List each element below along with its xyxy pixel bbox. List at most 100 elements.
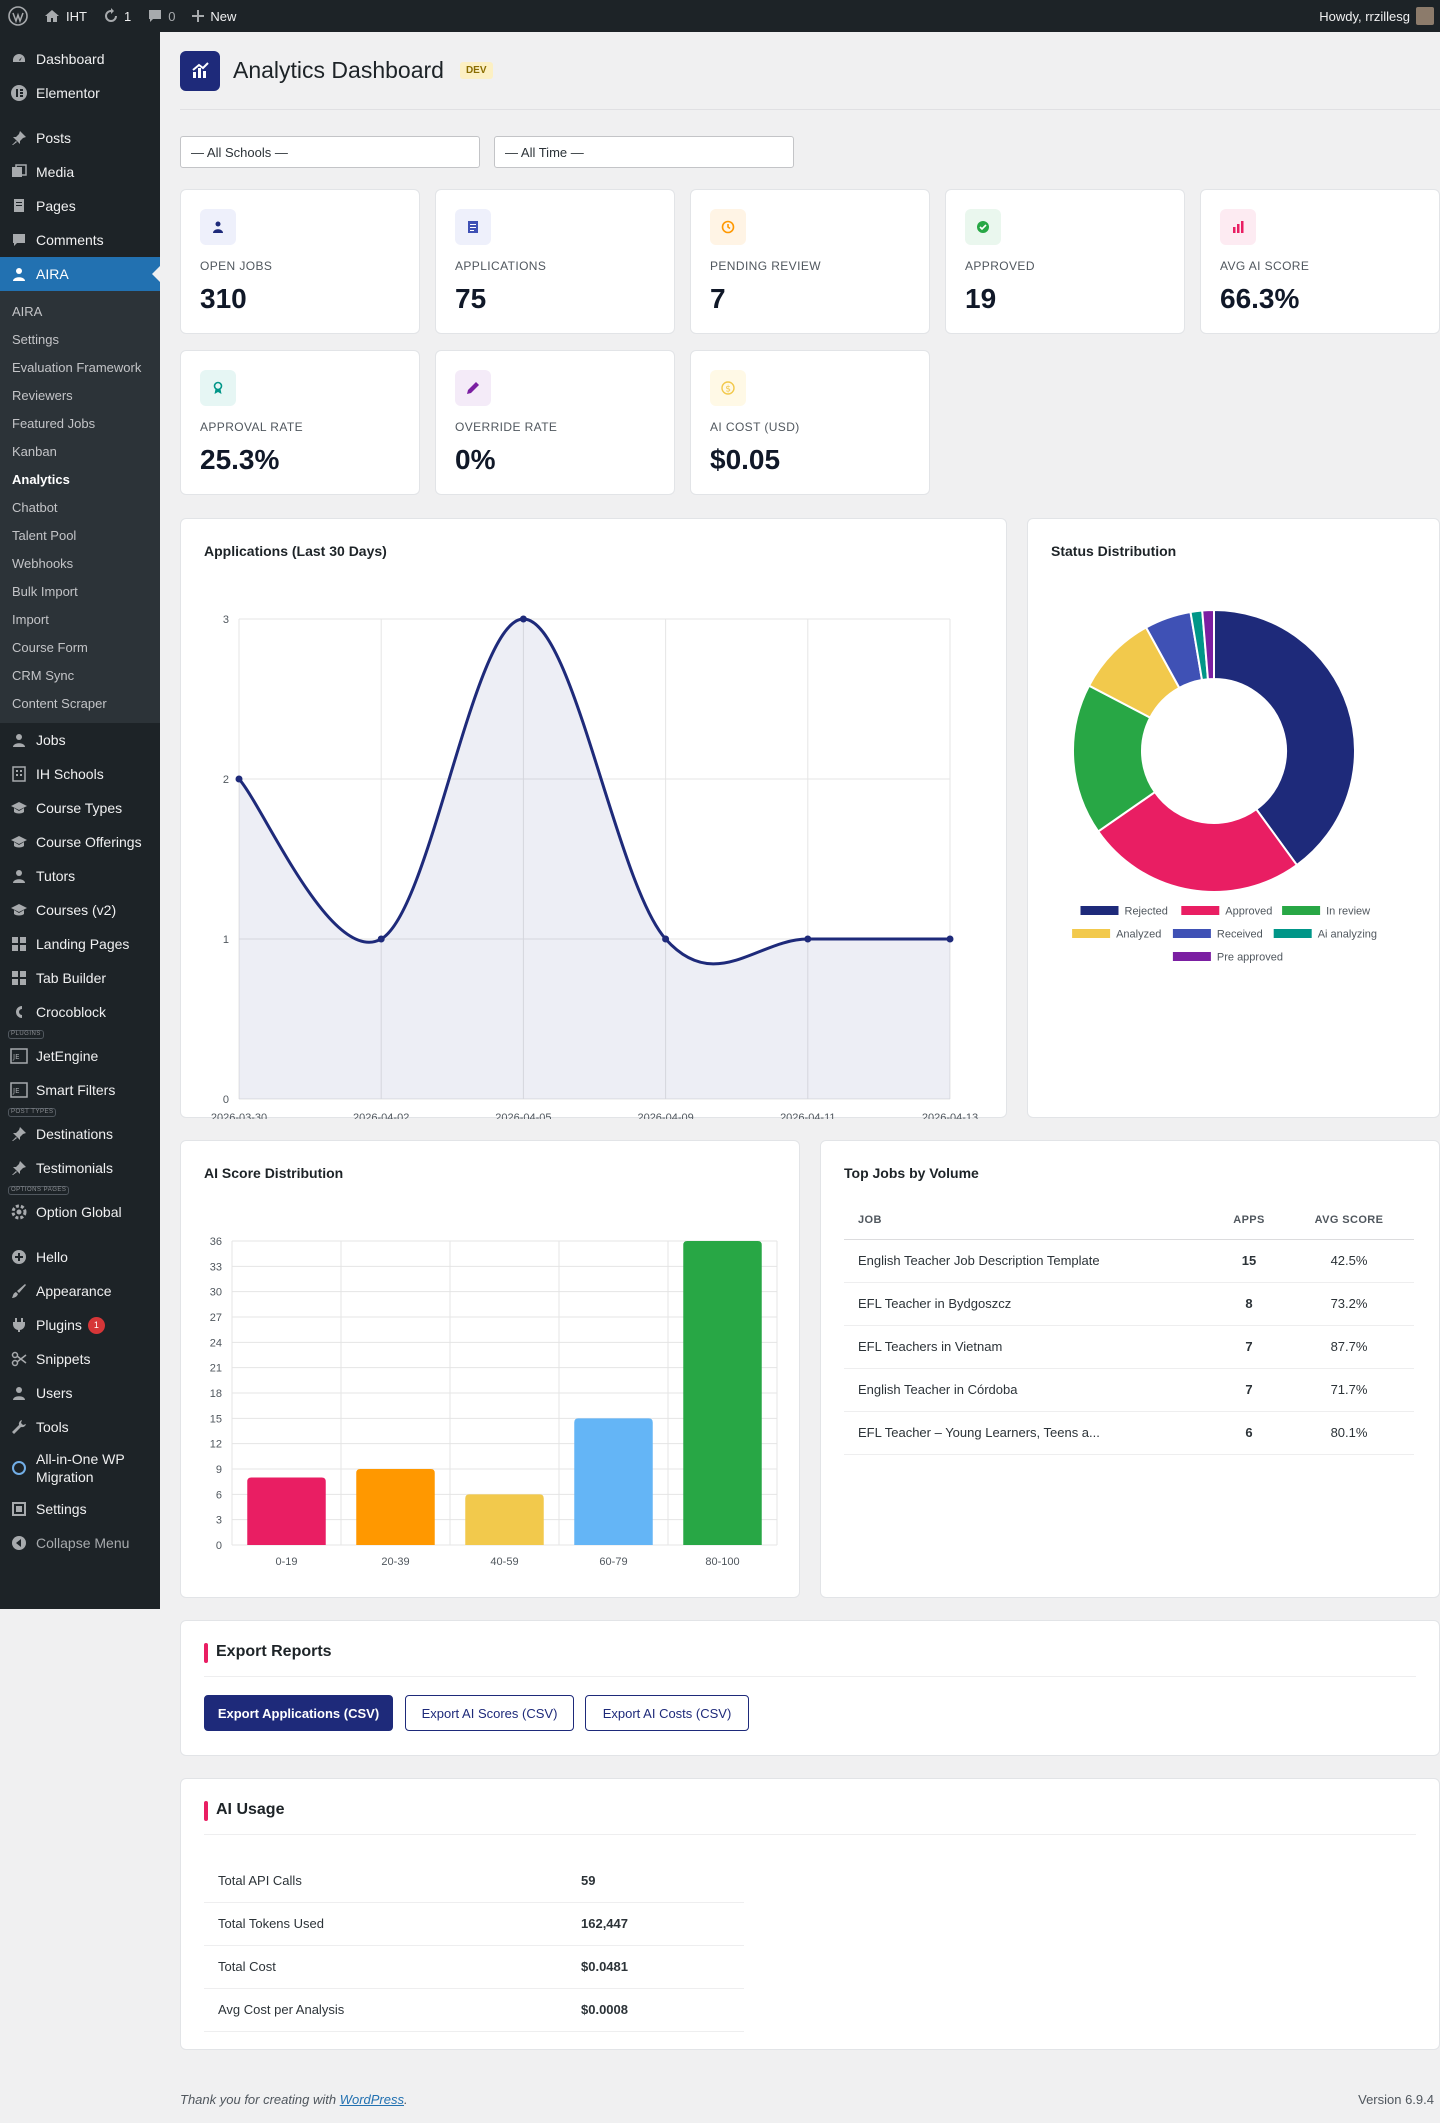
sidebar-item-tools[interactable]: Tools: [0, 1410, 160, 1444]
table-row: Avg Cost per Analysis $0.0008: [204, 1988, 744, 2032]
sidebar-item-comments[interactable]: Comments: [0, 223, 160, 257]
updates-link[interactable]: 1: [95, 0, 139, 32]
export-ai-costs-button[interactable]: Export AI Costs (CSV): [585, 1695, 749, 1731]
jet-icon: JE: [9, 1080, 29, 1100]
submenu-item-analytics[interactable]: Analytics: [12, 471, 70, 487]
sidebar-item-crocoblock[interactable]: Crocoblock: [0, 995, 160, 1029]
sidebar-item-jobs[interactable]: Jobs: [0, 723, 160, 757]
comment-icon: [9, 230, 29, 250]
submenu-item-kanban[interactable]: Kanban: [12, 443, 57, 459]
sidebar-item-courses-v2[interactable]: Courses (v2): [0, 893, 160, 927]
sidebar-item-hello[interactable]: Hello: [0, 1240, 160, 1274]
sidebar-item-label: Users: [36, 1385, 73, 1401]
collapse-icon: [9, 1533, 29, 1553]
y-tick-label: 18: [210, 1388, 222, 1400]
export-applications-button[interactable]: Export Applications (CSV): [204, 1695, 393, 1731]
score-chart-title: AI Score Distribution: [204, 1165, 344, 1181]
new-content-link[interactable]: New: [183, 0, 244, 32]
submenu-item-reviewers[interactable]: Reviewers: [12, 387, 73, 403]
sidebar-item-destinations[interactable]: Destinations: [0, 1117, 160, 1151]
sidebar-item-snippets[interactable]: Snippets: [0, 1342, 160, 1376]
admin-bar: IHT 1 0 New Howdy, rrzillesg: [0, 0, 1440, 32]
sidebar-item-testimonials[interactable]: Testimonials: [0, 1151, 160, 1185]
sidebar-item-label: AIRA: [36, 266, 69, 282]
sidebar-item-appearance[interactable]: Appearance: [0, 1274, 160, 1308]
job-apps: 15: [1214, 1239, 1284, 1283]
x-tick-label: 2026-04-09: [637, 1112, 693, 1119]
sidebar-item-migration[interactable]: All-in-One WP Migration: [0, 1444, 160, 1492]
stat-label: PENDING REVIEW: [710, 259, 821, 273]
sidebar-item-label: Crocoblock: [36, 1004, 107, 1020]
graduation-icon: [9, 798, 29, 818]
school-filter-select[interactable]: — All Schools —: [180, 136, 480, 168]
data-point: [377, 935, 385, 943]
usage-label: Total API Calls: [204, 1859, 581, 1903]
plugins-update-badge: 1: [87, 1316, 105, 1334]
time-filter-select[interactable]: — All Time —: [494, 136, 794, 168]
plus-icon: [192, 10, 205, 22]
collapse-menu-button[interactable]: Collapse Menu: [0, 1526, 160, 1560]
sidebar-item-course-offerings[interactable]: Course Offerings: [0, 825, 160, 859]
dollar-icon: $: [710, 370, 746, 406]
clock-icon: [710, 209, 746, 245]
submenu-item-content-scraper[interactable]: Content Scraper: [12, 695, 107, 711]
legend-swatch: [1072, 929, 1111, 938]
sidebar-item-aira[interactable]: AIRA: [0, 257, 160, 291]
submenu-item-featured-jobs[interactable]: Featured Jobs: [12, 415, 96, 431]
env-badge: DEV: [459, 62, 493, 79]
sidebar-item-posts[interactable]: Posts: [0, 121, 160, 155]
legend-swatch: [1273, 929, 1312, 938]
comments-link[interactable]: 0: [139, 0, 183, 32]
elementor-icon: [9, 83, 29, 103]
y-tick-label: 33: [210, 1261, 222, 1273]
award-icon: [200, 370, 236, 406]
x-tick-label: 2026-04-11: [780, 1112, 835, 1119]
sidebar-item-dashboard[interactable]: Dashboard: [0, 42, 160, 76]
sidebar-item-plugins[interactable]: Plugins 1: [0, 1308, 160, 1342]
table-row: Total Tokens Used 162,447: [204, 1902, 744, 1946]
sidebar-item-label: Landing Pages: [36, 936, 130, 952]
y-tick-label: 15: [210, 1413, 222, 1425]
submenu-item-crm-sync[interactable]: CRM Sync: [12, 667, 75, 683]
wordpress-logo-icon[interactable]: [0, 0, 36, 32]
submenu-item-import[interactable]: Import: [12, 611, 49, 627]
sidebar-item-settings[interactable]: Settings: [0, 1492, 160, 1526]
sidebar-item-users[interactable]: Users: [0, 1376, 160, 1410]
stat-card-approved: APPROVED 19: [945, 189, 1185, 334]
submenu-item-talent-pool[interactable]: Talent Pool: [12, 527, 77, 543]
sidebar-item-smart-filters[interactable]: JE Smart Filters: [0, 1073, 160, 1107]
stat-value: 310: [200, 283, 247, 314]
job-apps: 7: [1214, 1368, 1284, 1412]
job-apps: 8: [1214, 1282, 1284, 1326]
x-tick-label: 0-19: [275, 1556, 297, 1568]
wordpress-link[interactable]: WordPress: [339, 2092, 404, 2107]
sidebar-item-jetengine[interactable]: JE JetEngine: [0, 1039, 160, 1073]
submenu-item-course-form[interactable]: Course Form: [12, 639, 88, 655]
y-tick-label: 6: [216, 1489, 222, 1501]
sidebar-item-elementor[interactable]: Elementor: [0, 76, 160, 110]
building-icon: [9, 764, 29, 784]
sidebar-item-landing-pages[interactable]: Landing Pages: [0, 927, 160, 961]
data-point: [235, 775, 243, 783]
sidebar-item-ih-schools[interactable]: IH Schools: [0, 757, 160, 791]
sidebar-item-course-types[interactable]: Course Types: [0, 791, 160, 825]
my-account[interactable]: Howdy, rrzillesg: [1319, 7, 1440, 25]
submenu-item-settings[interactable]: Settings: [12, 331, 59, 347]
sidebar-item-tab-builder[interactable]: Tab Builder: [0, 961, 160, 995]
export-ai-scores-button[interactable]: Export AI Scores (CSV): [405, 1695, 574, 1731]
ai-usage-title: AI Usage: [204, 1801, 284, 1821]
x-tick-label: 2026-04-05: [495, 1112, 551, 1119]
brush-icon: [9, 1281, 29, 1301]
submenu-item-bulk-import[interactable]: Bulk Import: [12, 583, 78, 599]
sidebar-item-option-global[interactable]: Option Global: [0, 1195, 160, 1229]
howdy-text: Howdy, rrzillesg: [1319, 8, 1410, 24]
sidebar-item-pages[interactable]: Pages: [0, 189, 160, 223]
submenu-item-chatbot[interactable]: Chatbot: [12, 499, 58, 515]
sidebar-item-tutors[interactable]: Tutors: [0, 859, 160, 893]
submenu-item-aira[interactable]: AIRA: [12, 303, 43, 319]
site-name-link[interactable]: IHT: [36, 0, 95, 32]
submenu-item-evaluation-framework[interactable]: Evaluation Framework: [12, 359, 142, 375]
legend-label: Analyzed: [1116, 929, 1161, 941]
submenu-item-webhooks[interactable]: Webhooks: [12, 555, 74, 571]
sidebar-item-media[interactable]: Media: [0, 155, 160, 189]
